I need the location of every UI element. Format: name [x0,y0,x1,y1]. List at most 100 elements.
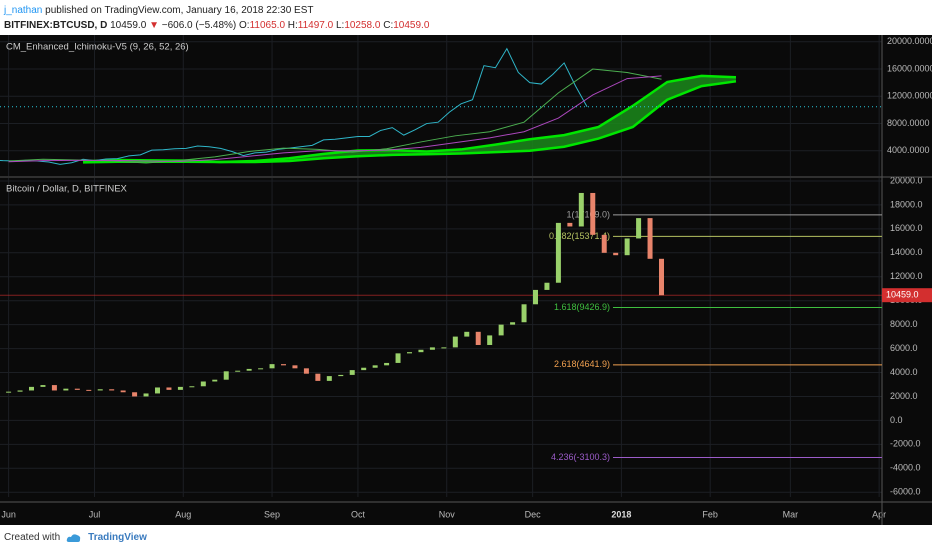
y-tick-label: -2000.0 [890,439,921,449]
candle [521,304,527,323]
fib-label: 4.236(-3100.3) [551,452,610,462]
candle [281,364,286,366]
candle [326,376,332,381]
candle [567,222,573,227]
candle [555,222,561,283]
y-tick-label: 12000.0000 [887,91,932,101]
x-tick-label: Dec [525,509,542,519]
candle [533,289,538,305]
candle [246,368,252,371]
price: 10459.0 [110,20,147,31]
fib-label: 0.382(15371.4) [549,231,610,241]
candle [464,331,470,337]
brand: TradingView [88,532,147,543]
fib-label: 2.618(4641.9) [554,359,610,369]
candle [578,192,584,227]
candle [143,393,149,397]
header-line: BITFINEX:BTCUSD, D 10459.0 ▼ −606.0 (−5.… [4,18,928,33]
candle [361,367,367,371]
y-tick-label: 18000.0 [890,199,923,209]
candle [349,370,355,375]
indicator-line [8,75,662,163]
candle [418,349,424,353]
published: published on TradingView.com, January 16… [45,5,314,16]
candle [498,324,504,336]
header-line: j_nathan published on TradingView.com, J… [4,3,928,18]
symbol: BITFINEX:BTCUSD, D [4,20,108,31]
chart: Jun Jul Aug Sep Oct Nov Dec 2018 Feb Mar Apr 20000.… [0,35,932,525]
close: 10459.0 [393,20,430,31]
header: j_nathan published on TradingView.com, J… [0,0,932,35]
y-tick-label: 4000.0000 [887,145,930,155]
candle [51,385,57,391]
y-tick-label: -4000.0 [890,463,921,473]
footer: Created with TradingView [0,525,932,550]
candle [510,322,516,325]
candle [475,331,481,345]
arrow: ▼ [149,20,159,31]
x-tick-label: Mar [783,509,799,519]
candle [223,371,229,380]
candle [29,386,34,391]
candle [303,368,309,374]
candle [109,389,115,391]
x-tick-label: Jul [89,509,101,519]
candle [40,385,46,387]
candle [189,386,195,388]
candle [441,347,447,349]
x-tick-label: Feb [702,509,718,519]
y-tick-label: 16000.0 [890,223,923,233]
candle [407,352,412,354]
candle [132,392,138,397]
y-tick-label: 8000.0000 [887,118,930,128]
candle [315,373,321,381]
x-tick-label: 2018 [611,509,631,519]
candle [177,386,183,390]
fib-label: 1.618(9426.9) [554,302,610,312]
x-tick-label: Aug [175,509,191,519]
y-tick-label: 6000.0 [890,343,918,353]
open: 11065.0 [249,20,285,31]
close-label: C: [383,20,394,31]
created-with: Created with [4,532,61,543]
logo [66,533,81,542]
author[interactable]: j_nathan [4,5,43,16]
indicator-title: CM_Enhanced_Ichimoku-V5 (9, 26, 52, 26) [6,42,189,53]
candle [384,362,390,366]
y-tick-label: 8000.0 [890,319,918,329]
y-tick-label: 14000.0 [890,247,923,257]
candle [258,368,264,370]
candle [647,218,653,259]
candle [659,258,664,296]
candle [269,364,275,369]
candle [624,238,630,256]
candle [613,252,619,256]
candle [452,336,458,348]
low-label: L: [335,20,345,31]
low: 10258.0 [344,20,381,31]
candle [74,388,80,390]
open-label: O: [239,20,250,31]
y-tick-label: 0.0 [890,415,903,425]
candle [395,353,401,363]
x-tick-label: Oct [351,509,366,519]
candle [212,379,218,382]
y-tick-label: 4000.0 [890,367,918,377]
candle [429,347,435,350]
candle [636,218,642,239]
y-tick-label: 20000.0000 [887,36,932,46]
cloud [83,75,736,163]
x-tick-label: Sep [264,509,280,519]
candle [120,390,126,393]
x-tick-label: Apr [872,509,886,519]
candle [292,365,298,369]
y-tick-label: -6000.0 [890,487,921,497]
candle [372,365,378,368]
x-tick-label: Nov [439,509,456,519]
high-label: H: [287,20,298,31]
candle [166,387,172,390]
last-price-box [882,288,932,303]
candle [6,391,12,393]
indicator-line [0,47,588,165]
